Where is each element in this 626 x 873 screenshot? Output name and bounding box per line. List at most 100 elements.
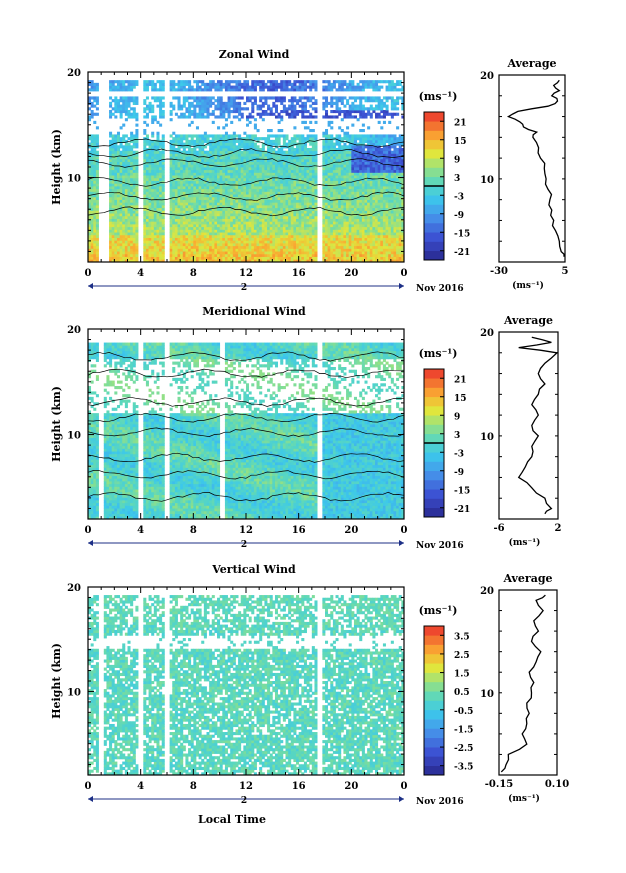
colorbar-segment bbox=[424, 747, 444, 757]
y-tick-label: 10 bbox=[67, 431, 81, 442]
y-axis-label: Height (km) bbox=[50, 386, 63, 462]
x-tick-label: 20 bbox=[344, 268, 358, 279]
colorbar-segment bbox=[424, 131, 444, 141]
profile-y-label: 20 bbox=[480, 586, 494, 597]
x-tick-label: 0 bbox=[401, 781, 408, 792]
colorbar-segment bbox=[424, 719, 444, 729]
profile-x-label: -6 bbox=[493, 523, 504, 534]
profile-title: Average bbox=[506, 57, 556, 70]
heatmap-field bbox=[88, 80, 404, 262]
x-tick-label: 4 bbox=[137, 268, 144, 279]
y-tick-label: 10 bbox=[67, 687, 81, 698]
figure-canvas: Zonal Wind2010Height (km)0 4 8 12 16 20 02 Nov … bbox=[0, 0, 626, 873]
day-label: 2 bbox=[241, 283, 247, 293]
x-tick-label: 12 bbox=[239, 525, 253, 536]
colorbar-segment bbox=[424, 121, 444, 131]
day-axis-arrow bbox=[88, 540, 93, 546]
colorbar-segment bbox=[424, 406, 444, 416]
colorbar-tick-label: 0.5 bbox=[454, 688, 470, 698]
colorbar-tick-label: -1.5 bbox=[454, 725, 473, 735]
colorbar-tick-label: -0.5 bbox=[454, 707, 473, 717]
colorbar-tick-label: -9 bbox=[454, 468, 464, 478]
colorbar-segment bbox=[424, 626, 444, 636]
colorbar-tick-label: -15 bbox=[454, 486, 470, 496]
y-axis-label: Height (km) bbox=[50, 643, 63, 719]
profile-y-label: 10 bbox=[480, 432, 494, 443]
day-label: 2 bbox=[241, 540, 247, 550]
colorbar-tick-label: 21 bbox=[454, 375, 467, 385]
colorbar-segment bbox=[424, 673, 444, 683]
x-tick-label: 16 bbox=[292, 525, 306, 536]
colorbar-segment bbox=[424, 654, 444, 664]
month-label: Nov 2016 bbox=[416, 284, 464, 294]
x-tick-label: 0 bbox=[85, 525, 92, 536]
profile-x-label: 2 bbox=[555, 523, 562, 534]
y-tick-label: 20 bbox=[67, 325, 81, 336]
x-tick-label: 16 bbox=[292, 268, 306, 279]
y-tick-label: 10 bbox=[67, 174, 81, 185]
colorbar-segment bbox=[424, 701, 444, 711]
colorbar-tick-label: 15 bbox=[454, 137, 467, 147]
colorbar-segment bbox=[424, 214, 444, 224]
heatmap-field bbox=[88, 343, 404, 520]
colorbar-tick-label: 3.5 bbox=[454, 632, 470, 642]
colorbar-segment bbox=[424, 140, 444, 150]
panel-title: Meridional Wind bbox=[202, 305, 306, 318]
colorbar-tick-label: -21 bbox=[454, 505, 470, 515]
colorbar-tick-label: -9 bbox=[454, 211, 464, 221]
y-axis-label: Height (km) bbox=[50, 129, 63, 205]
colorbar-segment bbox=[424, 158, 444, 168]
colorbar-segment bbox=[424, 378, 444, 388]
colorbar-tick-label: -2.5 bbox=[454, 744, 473, 754]
x-axis-label: Local Time bbox=[198, 813, 266, 826]
colorbar-segment bbox=[424, 710, 444, 720]
colorbar-segment bbox=[424, 443, 444, 453]
colorbar-segment bbox=[424, 508, 444, 518]
colorbar-segment bbox=[424, 756, 444, 766]
colorbar-segment bbox=[424, 415, 444, 425]
colorbar-segment bbox=[424, 499, 444, 509]
colorbar-segment bbox=[424, 489, 444, 499]
colorbar-segment bbox=[424, 195, 444, 205]
profile-y-label: 10 bbox=[480, 689, 494, 700]
colorbar-tick-label: 1.5 bbox=[454, 670, 470, 680]
panel-title: Zonal Wind bbox=[219, 48, 290, 61]
colorbar-segment bbox=[424, 728, 444, 738]
profile-x-label: 0.10 bbox=[545, 779, 569, 790]
colorbar-tick-label: 9 bbox=[454, 412, 460, 422]
colorbar-segment bbox=[424, 471, 444, 481]
x-tick-label: 8 bbox=[190, 781, 197, 792]
x-tick-label: 0 bbox=[85, 268, 92, 279]
colorbar-tick-label: 21 bbox=[454, 118, 467, 128]
profile-title: Average bbox=[503, 314, 553, 327]
colorbar-unit: (ms⁻¹) bbox=[419, 90, 458, 103]
day-axis-arrow bbox=[399, 283, 404, 289]
colorbar-segment bbox=[424, 691, 444, 701]
profile-unit: (ms⁻¹) bbox=[509, 537, 541, 548]
profile-x-label: -30 bbox=[490, 266, 508, 277]
x-tick-label: 4 bbox=[137, 525, 144, 536]
colorbar-segment bbox=[424, 186, 444, 196]
colorbar-segment bbox=[424, 682, 444, 692]
x-tick-label: 0 bbox=[401, 268, 408, 279]
colorbar-segment bbox=[424, 766, 444, 776]
y-tick-label: 20 bbox=[67, 583, 81, 594]
day-label: 2 bbox=[241, 796, 247, 806]
colorbar-segment bbox=[424, 205, 444, 215]
colorbar-tick-label: -15 bbox=[454, 229, 470, 239]
day-axis-arrow bbox=[88, 283, 93, 289]
month-label: Nov 2016 bbox=[416, 797, 464, 807]
colorbar-segment bbox=[424, 397, 444, 407]
x-tick-label: 12 bbox=[239, 781, 253, 792]
colorbar-segment bbox=[424, 388, 444, 398]
heatmap-field bbox=[88, 595, 404, 775]
colorbar-segment bbox=[424, 635, 444, 645]
month-label: Nov 2016 bbox=[416, 541, 464, 551]
colorbar-segment bbox=[424, 232, 444, 242]
colorbar-segment bbox=[424, 425, 444, 435]
colorbar-segment bbox=[424, 242, 444, 252]
profile-x-label: -0.15 bbox=[485, 779, 514, 790]
colorbar-unit: (ms⁻¹) bbox=[419, 347, 458, 360]
